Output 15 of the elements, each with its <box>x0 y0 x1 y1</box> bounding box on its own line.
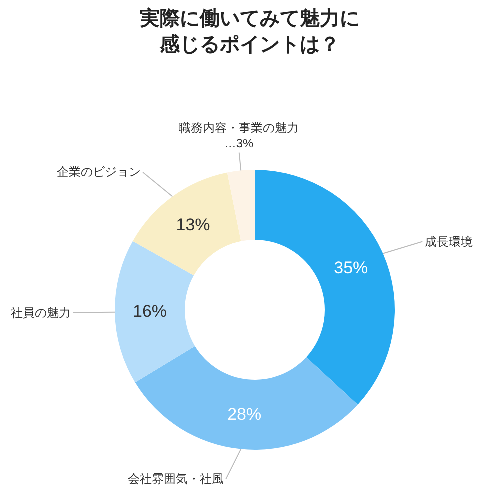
slice-label: 社員の魅力 <box>11 306 71 320</box>
data-label: 16% <box>133 302 168 322</box>
data-label: …3% <box>224 136 254 151</box>
data-label: 28% <box>228 404 262 424</box>
donut-slice <box>115 241 196 383</box>
donut-slice <box>135 346 358 450</box>
data-label: 13% <box>176 216 210 235</box>
slice-label: 職務内容・事業の魅力 <box>179 121 299 135</box>
slice-label: 企業のビジョン <box>57 165 141 179</box>
data-label: 35% <box>334 258 368 278</box>
donut-slice <box>227 170 255 242</box>
chart-title: 実際に働いてみて魅力に感じるポイントは？ <box>139 7 360 56</box>
donut-slice <box>255 170 395 405</box>
slice-label: 会社雰囲気・社風 <box>128 472 224 486</box>
slice-label: 成長環境 <box>425 235 473 249</box>
